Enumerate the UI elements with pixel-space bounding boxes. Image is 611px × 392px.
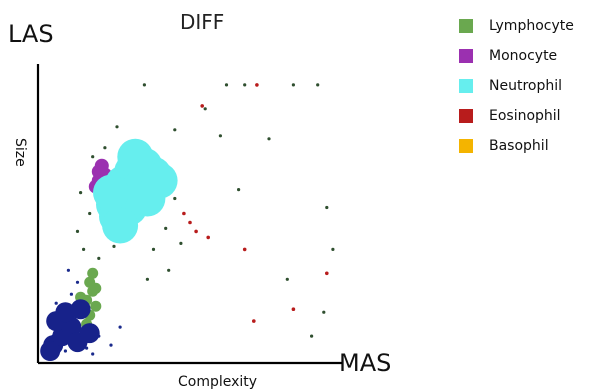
eosinophil-point-2 bbox=[188, 220, 192, 225]
event-point-0-7 bbox=[75, 280, 80, 284]
event-point-1-25 bbox=[103, 146, 107, 150]
legend-swatch-eosinophil bbox=[459, 109, 473, 123]
lymphocyte-point-9 bbox=[90, 282, 102, 294]
legend-label-monocyte: Monocyte bbox=[489, 48, 558, 64]
legend-swatch-monocyte bbox=[459, 49, 473, 63]
y-axis-label: Size bbox=[12, 138, 28, 167]
event-point-1-15 bbox=[164, 226, 168, 230]
event-point-1-27 bbox=[167, 268, 171, 272]
debris-cluster-8 bbox=[79, 323, 100, 344]
event-point-0-17 bbox=[118, 325, 122, 329]
eosinophil-point-5 bbox=[252, 319, 256, 323]
event-point-1-16 bbox=[173, 196, 177, 201]
event-point-1-2 bbox=[243, 83, 247, 87]
eosinophil-point-0 bbox=[255, 83, 259, 87]
event-point-1-17 bbox=[179, 241, 183, 245]
legend-item-basophil: Basophil bbox=[459, 136, 609, 156]
eosinophil-point-7 bbox=[325, 271, 329, 276]
event-point-1-21 bbox=[310, 334, 314, 338]
event-point-1-18 bbox=[325, 205, 329, 210]
legend-swatch-neutrophil bbox=[459, 79, 473, 93]
neutrophil-point-11 bbox=[93, 174, 129, 211]
eosinophil-point-1 bbox=[182, 211, 186, 216]
event-point-1-30 bbox=[267, 137, 271, 141]
lymphocyte-point-5 bbox=[90, 300, 102, 312]
legend-swatch-basophil bbox=[459, 139, 473, 153]
event-point-1-14 bbox=[151, 247, 156, 251]
legend-item-lymphocyte: Lymphocyte bbox=[459, 16, 609, 36]
x-axis-label: Complexity bbox=[178, 374, 257, 390]
event-point-1-1 bbox=[224, 83, 229, 87]
chart-title: DIFF bbox=[180, 10, 224, 34]
legend-item-eosinophil: Eosinophil bbox=[459, 106, 609, 126]
legend-swatch-lymphocyte bbox=[459, 19, 473, 33]
x-axis-label-short: MAS bbox=[339, 349, 391, 377]
event-point-0-16 bbox=[63, 349, 67, 353]
event-point-0-15 bbox=[91, 352, 95, 356]
debris-cluster-6 bbox=[70, 299, 91, 320]
y-axis-label-short: LAS bbox=[8, 20, 54, 48]
debris-cluster-7 bbox=[40, 341, 61, 361]
debris-cluster-5 bbox=[55, 302, 76, 323]
event-point-0-11 bbox=[54, 301, 58, 305]
event-point-1-0 bbox=[142, 83, 146, 87]
event-point-1-8 bbox=[218, 134, 222, 138]
event-point-1-5 bbox=[203, 107, 207, 111]
eosinophil-point-6 bbox=[291, 307, 296, 312]
eosinophil-point-8 bbox=[242, 247, 247, 252]
event-point-1-24 bbox=[91, 155, 95, 159]
neutrophil-point-12 bbox=[117, 138, 154, 175]
event-point-1-4 bbox=[316, 83, 320, 87]
eosinophil-point-4 bbox=[206, 235, 210, 240]
event-point-0-3 bbox=[69, 292, 73, 296]
event-point-1-10 bbox=[75, 229, 80, 233]
event-point-1-26 bbox=[79, 191, 83, 195]
event-point-1-7 bbox=[173, 128, 177, 132]
event-point-1-12 bbox=[97, 256, 101, 260]
legend: Lymphocyte Monocyte Neutrophil Eosinophi… bbox=[459, 16, 609, 166]
event-point-0-14 bbox=[109, 343, 113, 347]
legend-item-monocyte: Monocyte bbox=[459, 46, 609, 66]
event-point-0-8 bbox=[66, 268, 70, 272]
legend-label-neutrophil: Neutrophil bbox=[489, 78, 563, 94]
event-point-1-20 bbox=[285, 277, 289, 281]
legend-label-basophil: Basophil bbox=[489, 138, 549, 154]
legend-label-eosinophil: Eosinophil bbox=[489, 108, 561, 124]
lymphocyte-point-7 bbox=[87, 267, 99, 279]
scatter-plot-area bbox=[40, 83, 335, 361]
neutrophil-point-13 bbox=[129, 180, 166, 217]
event-point-1-6 bbox=[115, 125, 119, 129]
event-point-1-11 bbox=[82, 247, 86, 251]
event-point-1-9 bbox=[88, 211, 92, 216]
legend-label-lymphocyte: Lymphocyte bbox=[489, 18, 574, 34]
event-point-1-13 bbox=[112, 244, 116, 248]
eosinophil-point-3 bbox=[194, 229, 198, 234]
legend-item-neutrophil: Neutrophil bbox=[459, 76, 609, 96]
eosinophil-point-9 bbox=[200, 104, 204, 108]
event-point-1-28 bbox=[145, 277, 149, 281]
neutrophil-point-14 bbox=[102, 207, 139, 244]
event-point-1-22 bbox=[322, 310, 326, 314]
event-point-1-3 bbox=[291, 83, 295, 87]
event-point-1-29 bbox=[237, 188, 241, 192]
monocyte-point-6 bbox=[91, 164, 106, 179]
event-point-1-19 bbox=[331, 247, 335, 251]
